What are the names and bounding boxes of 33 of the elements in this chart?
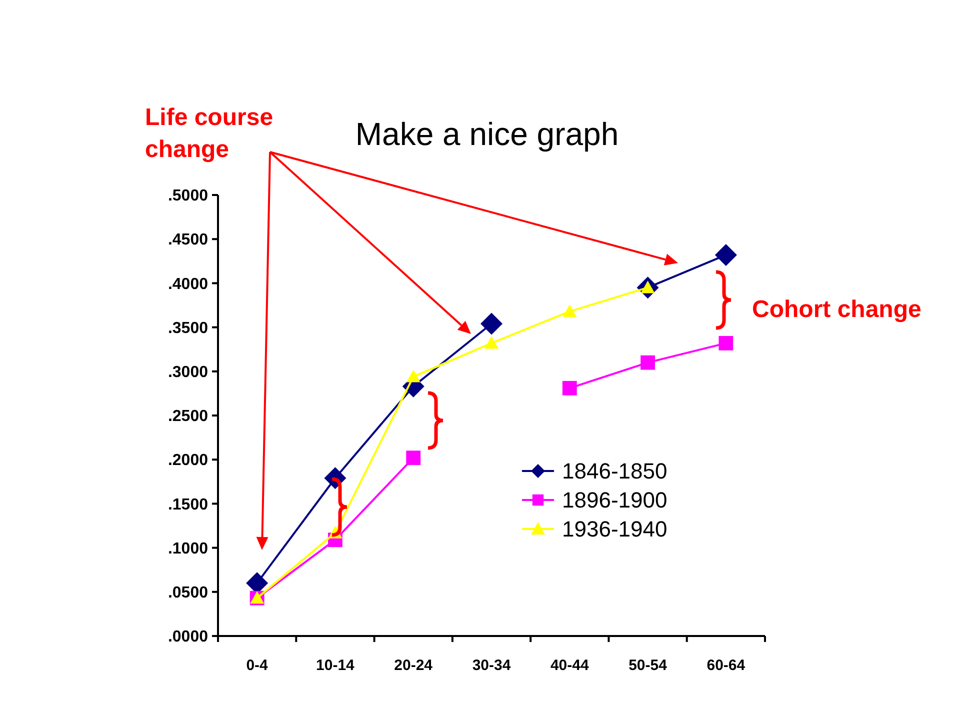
legend-label: 1936-1940 bbox=[562, 516, 668, 542]
point bbox=[562, 304, 577, 318]
y-tick-label: .2000 bbox=[168, 452, 208, 470]
x-tick-label: 20-24 bbox=[394, 657, 434, 674]
chart-title: Make a nice graph bbox=[355, 116, 619, 152]
y-tick-label: .1500 bbox=[168, 496, 208, 514]
y-tick-label: .3000 bbox=[168, 364, 208, 381]
x-tick-label: 30-34 bbox=[472, 657, 512, 674]
y-tick-label: .4500 bbox=[168, 232, 208, 249]
legend-label: 1846-1850 bbox=[562, 458, 668, 484]
point bbox=[640, 355, 655, 370]
y-tick-label: .1000 bbox=[168, 540, 208, 558]
point bbox=[484, 336, 498, 349]
y-tick-label: .0000 bbox=[168, 628, 208, 646]
point bbox=[406, 370, 420, 382]
legend-label: 1896-1900 bbox=[562, 488, 668, 513]
x-tick-label: 50-54 bbox=[628, 657, 668, 674]
y-tick-label: .3500 bbox=[168, 320, 208, 337]
annotation: Cohort change bbox=[752, 296, 922, 323]
y-tick-label: .2500 bbox=[168, 408, 208, 426]
x-tick-label: 60-64 bbox=[706, 657, 746, 674]
point bbox=[562, 380, 577, 396]
x-tick-label: 40-44 bbox=[550, 657, 590, 674]
point bbox=[714, 244, 737, 266]
point bbox=[718, 336, 734, 350]
x-tick-label: 10-14 bbox=[316, 657, 356, 674]
y-tick-label: .4000 bbox=[168, 276, 208, 293]
y-tick-label: .5000 bbox=[168, 188, 208, 205]
x-tick-label: 0-4 bbox=[246, 657, 269, 674]
y-tick-label: .0500 bbox=[168, 584, 208, 602]
point bbox=[480, 312, 502, 335]
text: Life course change bbox=[145, 104, 274, 163]
point bbox=[406, 450, 421, 466]
